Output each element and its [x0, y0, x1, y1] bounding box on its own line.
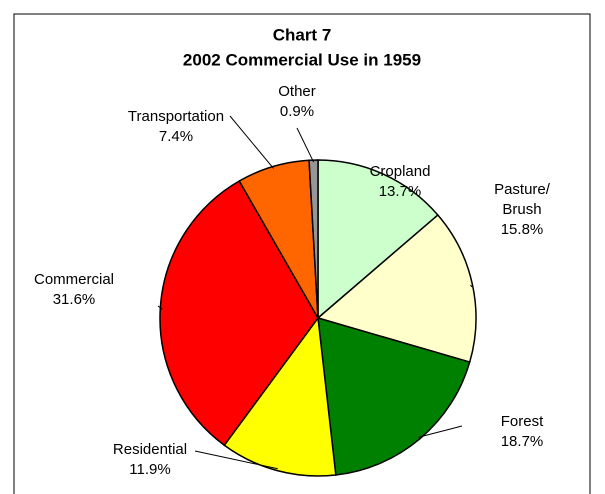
slice-label: Cropland 13.7%: [370, 163, 431, 200]
category-label: Pasture/Brush: [494, 181, 551, 218]
chart-subtitle: 2002 Commercial Use in 1959: [183, 50, 421, 69]
category-label: Cropland: [370, 163, 431, 180]
leader-line: [229, 115, 274, 169]
category-label-line: Transportation: [128, 108, 224, 125]
category-label-line: Brush: [502, 201, 541, 218]
value-label: 18.7%: [501, 433, 544, 450]
chart-title: Chart 7: [273, 25, 332, 44]
slice-label: Commercial 31.6%: [34, 271, 114, 308]
category-label-line: Cropland: [370, 163, 431, 180]
value-label: 31.6%: [53, 291, 96, 308]
category-label-line: Commercial: [34, 271, 114, 288]
pie-slice: [316, 213, 477, 364]
category-label: Transportation: [128, 108, 224, 125]
slice-label: Pasture/Brush 15.8%: [494, 181, 551, 238]
value-label: 11.9%: [129, 461, 170, 478]
leader-line: [157, 305, 163, 310]
category-label: Forest: [501, 413, 544, 430]
category-label: Residential: [113, 441, 187, 458]
leader-line: [296, 127, 315, 163]
category-label: Commercial: [34, 271, 114, 288]
value-label: 7.4%: [159, 128, 193, 145]
slice-label: Residential 11.9%: [113, 441, 187, 478]
pie-slice: [317, 316, 471, 476]
leader-line: [418, 425, 463, 438]
category-label: Other: [278, 83, 316, 100]
leader-line: [194, 450, 278, 470]
pie-slice: [159, 179, 319, 447]
slice-label: Transportation 7.4%: [128, 108, 224, 145]
value-label: 15.8%: [501, 221, 544, 238]
pie-slice: [317, 159, 439, 320]
slice-label: Other 0.9%: [278, 83, 316, 120]
category-label-line: Other: [278, 83, 316, 100]
value-label: 0.9%: [280, 103, 314, 120]
pie-slice: [308, 159, 319, 319]
slice-label: Forest 18.7%: [501, 413, 544, 450]
category-label-line: Forest: [501, 413, 544, 430]
category-label-line: Pasture/: [494, 181, 551, 198]
category-label-line: Residential: [113, 441, 187, 458]
leader-line: [470, 284, 473, 288]
pie-slice: [223, 316, 337, 477]
value-label: 13.7%: [379, 183, 422, 200]
chart-frame: [13, 13, 591, 494]
